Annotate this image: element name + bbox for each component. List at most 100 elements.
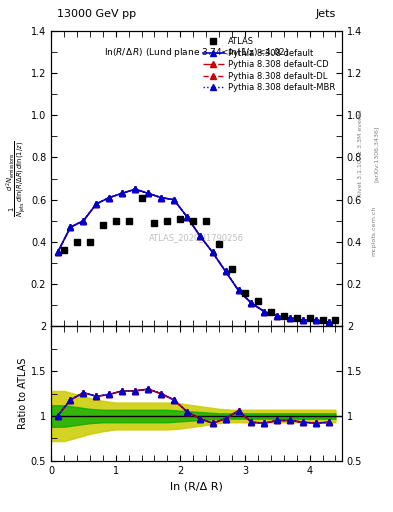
Pythia 8.308 default (249, 300, 254, 306)
Pythia 8.308 default-DL (249, 300, 254, 306)
Text: ATLAS_2020_I1790256: ATLAS_2020_I1790256 (149, 233, 244, 242)
ATLAS (294, 315, 299, 321)
ATLAS (242, 289, 247, 295)
Pythia 8.308 default-DL (184, 214, 189, 220)
Pythia 8.308 default-CD (133, 186, 138, 192)
Pythia 8.308 default (275, 313, 280, 319)
Line: ATLAS: ATLAS (61, 194, 339, 324)
Pythia 8.308 default-DL (94, 201, 99, 207)
Pythia 8.308 default (120, 190, 125, 197)
Y-axis label: $\frac{1}{N_\mathrm{jets}}\frac{d^2 N_\mathrm{emissions}}{d\ln(R/\Delta R)\,d\ln: $\frac{1}{N_\mathrm{jets}}\frac{d^2 N_\m… (5, 140, 28, 217)
ATLAS (152, 220, 157, 226)
Pythia 8.308 default (184, 214, 189, 220)
Pythia 8.308 default-MBR (314, 317, 318, 323)
Pythia 8.308 default-MBR (68, 224, 73, 230)
Pythia 8.308 default-DL (223, 268, 228, 274)
Pythia 8.308 default-DL (159, 195, 163, 201)
Pythia 8.308 default (223, 268, 228, 274)
Pythia 8.308 default-CD (249, 300, 254, 306)
Pythia 8.308 default (94, 201, 99, 207)
Pythia 8.308 default-MBR (275, 313, 280, 319)
Pythia 8.308 default (236, 287, 241, 293)
Pythia 8.308 default (327, 319, 331, 325)
Pythia 8.308 default-MBR (120, 190, 125, 197)
X-axis label: ln (R/Δ R): ln (R/Δ R) (170, 481, 223, 491)
Line: Pythia 8.308 default: Pythia 8.308 default (55, 186, 332, 325)
Pythia 8.308 default-MBR (236, 287, 241, 293)
Pythia 8.308 default-MBR (288, 315, 292, 321)
Pythia 8.308 default (301, 317, 305, 323)
Pythia 8.308 default-CD (301, 317, 305, 323)
ATLAS (320, 317, 325, 323)
Pythia 8.308 default-DL (275, 313, 280, 319)
Pythia 8.308 default-MBR (159, 195, 163, 201)
Pythia 8.308 default-DL (120, 190, 125, 197)
Pythia 8.308 default-DL (327, 319, 331, 325)
Pythia 8.308 default-CD (236, 287, 241, 293)
Pythia 8.308 default-CD (68, 224, 73, 230)
ATLAS (307, 315, 312, 321)
Pythia 8.308 default-CD (120, 190, 125, 197)
Pythia 8.308 default (55, 249, 60, 255)
ATLAS (139, 195, 144, 201)
ATLAS (88, 239, 92, 245)
ATLAS (113, 218, 118, 224)
Pythia 8.308 default-CD (288, 315, 292, 321)
Line: Pythia 8.308 default-MBR: Pythia 8.308 default-MBR (55, 186, 332, 325)
Pythia 8.308 default-MBR (146, 190, 151, 197)
Pythia 8.308 default-MBR (301, 317, 305, 323)
Text: Rivet 3.1.10, ≥ 3.3M events: Rivet 3.1.10, ≥ 3.3M events (358, 110, 363, 198)
ATLAS (101, 222, 105, 228)
ATLAS (126, 218, 131, 224)
ATLAS (204, 218, 209, 224)
Text: Jets: Jets (316, 9, 336, 19)
Pythia 8.308 default (262, 309, 267, 315)
Pythia 8.308 default (68, 224, 73, 230)
Pythia 8.308 default-CD (159, 195, 163, 201)
Pythia 8.308 default-DL (314, 317, 318, 323)
Line: Pythia 8.308 default-CD: Pythia 8.308 default-CD (55, 186, 332, 325)
Pythia 8.308 default-MBR (171, 197, 176, 203)
Text: $\ln(R/\Delta\,R)$ (Lund plane 3.74<ln(1/z)<4.02): $\ln(R/\Delta\,R)$ (Lund plane 3.74<ln(1… (104, 46, 289, 58)
Pythia 8.308 default-CD (197, 232, 202, 239)
Pythia 8.308 default (288, 315, 292, 321)
Pythia 8.308 default-MBR (249, 300, 254, 306)
Pythia 8.308 default-DL (262, 309, 267, 315)
Pythia 8.308 default-MBR (81, 218, 86, 224)
ATLAS (281, 313, 286, 319)
ATLAS (333, 317, 338, 323)
Pythia 8.308 default-CD (81, 218, 86, 224)
Text: 13000 GeV pp: 13000 GeV pp (57, 9, 136, 19)
Pythia 8.308 default (314, 317, 318, 323)
Pythia 8.308 default-DL (288, 315, 292, 321)
Pythia 8.308 default-CD (275, 313, 280, 319)
ATLAS (165, 218, 170, 224)
Pythia 8.308 default (133, 186, 138, 192)
Pythia 8.308 default-MBR (133, 186, 138, 192)
Pythia 8.308 default-MBR (184, 214, 189, 220)
Pythia 8.308 default (107, 195, 112, 201)
ATLAS (268, 309, 273, 315)
Pythia 8.308 default-MBR (55, 249, 60, 255)
Pythia 8.308 default-CD (210, 249, 215, 255)
ATLAS (217, 241, 222, 247)
Pythia 8.308 default (159, 195, 163, 201)
Text: mcplots.cern.ch: mcplots.cern.ch (371, 205, 376, 255)
Pythia 8.308 default-CD (184, 214, 189, 220)
Pythia 8.308 default-MBR (210, 249, 215, 255)
Pythia 8.308 default-CD (223, 268, 228, 274)
Pythia 8.308 default-DL (81, 218, 86, 224)
Pythia 8.308 default-DL (55, 249, 60, 255)
Pythia 8.308 default (146, 190, 151, 197)
Pythia 8.308 default-MBR (327, 319, 331, 325)
Line: Pythia 8.308 default-DL: Pythia 8.308 default-DL (55, 186, 332, 325)
Pythia 8.308 default-CD (262, 309, 267, 315)
Pythia 8.308 default-CD (94, 201, 99, 207)
ATLAS (62, 247, 66, 253)
Pythia 8.308 default-CD (327, 319, 331, 325)
Pythia 8.308 default-DL (133, 186, 138, 192)
Pythia 8.308 default-DL (146, 190, 151, 197)
ATLAS (191, 218, 196, 224)
Pythia 8.308 default-DL (68, 224, 73, 230)
Pythia 8.308 default-DL (236, 287, 241, 293)
